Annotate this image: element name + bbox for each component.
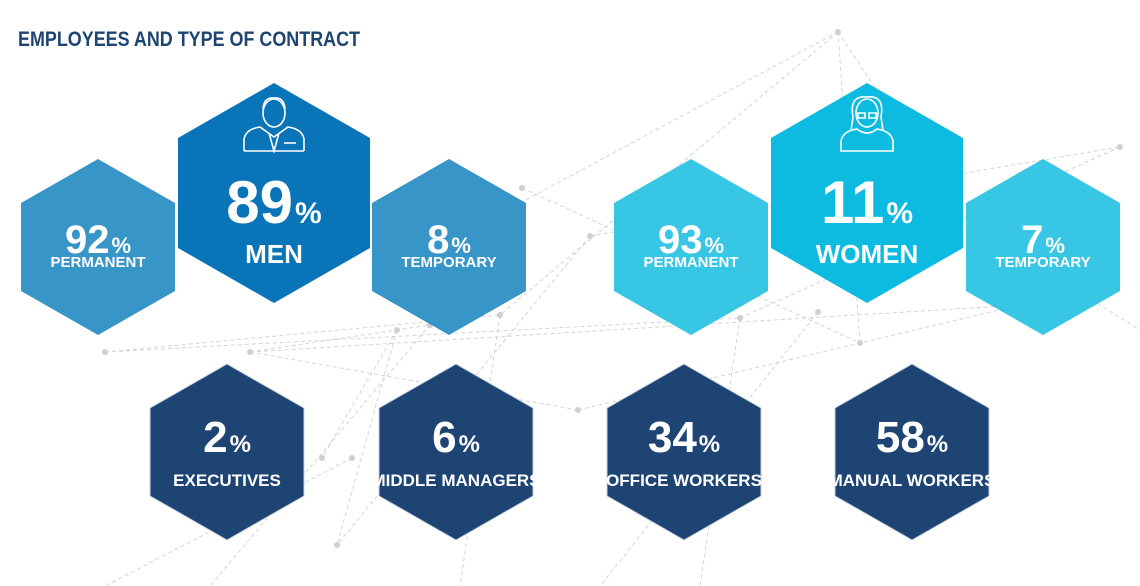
hexagon-card: 92%PERMANENT bbox=[21, 159, 175, 335]
percentage: 7% bbox=[1021, 218, 1065, 262]
category-label: MEN bbox=[245, 239, 303, 269]
hexagon-card: 89%MEN bbox=[178, 83, 370, 303]
icon-hair bbox=[262, 97, 286, 110]
icon-body bbox=[243, 126, 305, 154]
category-label: PERMANENT bbox=[50, 254, 145, 271]
value: 6 bbox=[432, 413, 456, 462]
percentage: 11% bbox=[821, 169, 913, 236]
hexagon-card: 6% MIDDLE MANAGERS bbox=[371, 363, 541, 541]
icon-head bbox=[262, 98, 286, 128]
percentage: 89% bbox=[226, 169, 321, 236]
percentage: 93% bbox=[658, 218, 724, 262]
category-label: PERMANENT bbox=[643, 254, 738, 271]
percentage: 2% bbox=[203, 413, 251, 462]
hexagon-card: 34% OFFICE WORKERS bbox=[606, 363, 762, 541]
percentage: 34% bbox=[648, 413, 720, 462]
icon-glasses bbox=[857, 112, 877, 119]
title: EMPLOYEES AND TYPE OF CONTRACT bbox=[18, 28, 360, 51]
category-label: EXECUTIVES bbox=[173, 471, 281, 490]
unit: % bbox=[886, 197, 913, 230]
value: 34 bbox=[648, 413, 697, 462]
unit: % bbox=[111, 233, 131, 258]
unit: % bbox=[704, 233, 724, 258]
hexagon bbox=[178, 83, 370, 303]
man-icon bbox=[243, 97, 305, 154]
hexagon-card: 8%TEMPORARY bbox=[372, 159, 526, 335]
unit: % bbox=[1045, 233, 1065, 258]
unit: % bbox=[459, 431, 480, 458]
hexagon bbox=[966, 159, 1120, 335]
category-label: TEMPORARY bbox=[401, 254, 496, 271]
hexagon-card: 11%WOMEN bbox=[771, 83, 963, 303]
hexagon bbox=[771, 83, 963, 303]
icon-hair bbox=[850, 96, 884, 132]
unit: % bbox=[699, 431, 720, 458]
category-label: MIDDLE MANAGERS bbox=[371, 471, 540, 490]
category-label: MANUAL WORKERS bbox=[829, 471, 996, 490]
hexagon bbox=[372, 159, 526, 335]
value: 93 bbox=[658, 218, 703, 262]
percentage: 92% bbox=[65, 218, 131, 262]
value: 7 bbox=[1021, 218, 1043, 262]
unit: % bbox=[295, 197, 322, 230]
hexagon bbox=[149, 363, 305, 541]
percentage: 58% bbox=[876, 413, 948, 462]
value: 2 bbox=[203, 413, 227, 462]
value: 58 bbox=[876, 413, 925, 462]
hexagon-card: 2% EXECUTIVES bbox=[149, 363, 305, 541]
category-label: OFFICE WORKERS bbox=[606, 471, 762, 490]
value: 89 bbox=[226, 169, 293, 236]
percentage: 8% bbox=[427, 218, 471, 262]
hexagon bbox=[606, 363, 762, 541]
unit: % bbox=[451, 233, 471, 258]
hexagon-card: 93%PERMANENT bbox=[614, 159, 768, 335]
hexagon bbox=[614, 159, 768, 335]
hexagon bbox=[834, 363, 990, 541]
icon-body bbox=[840, 128, 894, 152]
value: 11 bbox=[821, 169, 884, 236]
value: 8 bbox=[427, 218, 449, 262]
hexagon-card: 58% MANUAL WORKERS bbox=[829, 363, 996, 541]
unit: % bbox=[927, 431, 948, 458]
hexagon bbox=[21, 159, 175, 335]
woman-icon bbox=[840, 96, 894, 152]
percentage: 6% bbox=[432, 413, 480, 462]
hexagon bbox=[378, 363, 534, 541]
category-label: WOMEN bbox=[816, 239, 919, 269]
unit: % bbox=[230, 431, 251, 458]
value: 92 bbox=[65, 218, 110, 262]
icon-head bbox=[855, 98, 879, 128]
hexagon-card: 7%TEMPORARY bbox=[966, 159, 1120, 335]
category-label: TEMPORARY bbox=[995, 254, 1090, 271]
